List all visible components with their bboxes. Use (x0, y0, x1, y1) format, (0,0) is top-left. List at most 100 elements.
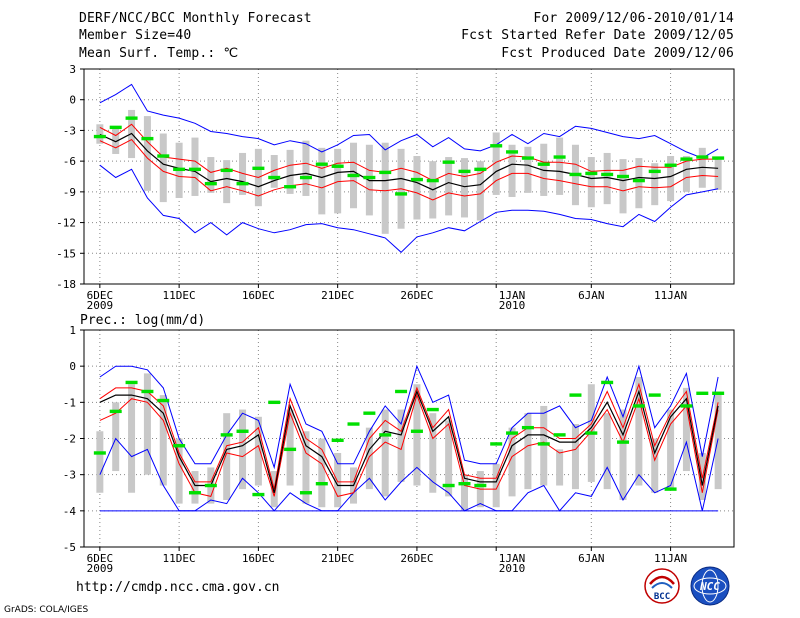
ensemble-box (540, 405, 548, 486)
ensemble-box (492, 463, 500, 508)
observed-marker (426, 178, 439, 183)
ensemble-box (143, 373, 151, 475)
ncc-logo-text: NCC (699, 580, 720, 593)
observed-marker (220, 433, 233, 437)
observed-marker (252, 166, 265, 171)
x-tick-label: 21DEC (321, 552, 354, 565)
series-min-line (99, 437, 719, 512)
ensemble-box (667, 156, 675, 202)
observed-marker (680, 404, 693, 408)
ensemble-box (445, 157, 453, 216)
ensemble-box (651, 163, 659, 206)
ensemble-box (175, 438, 183, 504)
series-min-line (99, 164, 719, 253)
observed-marker (521, 425, 534, 430)
member-size-label: Member Size=40 (79, 28, 192, 43)
bcc-logo: BCC (644, 568, 680, 604)
ensemble-box (682, 156, 690, 192)
y-tick-label: -12 (56, 217, 76, 230)
observed-marker (506, 150, 519, 154)
series-lower-line (99, 138, 719, 201)
observed-marker (173, 167, 186, 172)
ensemble-box (603, 152, 611, 205)
ensemble-box (381, 142, 389, 234)
ensemble-box (619, 159, 627, 214)
ensemble-box (603, 413, 611, 490)
observed-marker (617, 440, 630, 444)
x-tick-label: 16DEC (242, 289, 275, 302)
ensemble-box (143, 116, 151, 191)
observed-marker (125, 116, 138, 120)
observed-marker (347, 422, 360, 426)
y-tick-label: 0 (69, 94, 76, 107)
y-tick-label: -2 (63, 433, 76, 446)
y-tick-label: -3 (63, 124, 76, 137)
x-tick-label: 1JAN (499, 552, 526, 565)
observed-marker (585, 171, 598, 176)
observed-marker (712, 156, 725, 160)
ensemble-box (714, 157, 722, 190)
observed-marker (537, 442, 550, 446)
observed-marker (680, 157, 693, 161)
series-upper-line (99, 382, 719, 490)
panel-title: Prec.: log(mm/d) (80, 313, 205, 328)
observed-marker (109, 125, 122, 130)
ensemble-box (286, 409, 294, 486)
y-tick-label: -6 (63, 155, 76, 168)
observed-marker (157, 154, 170, 158)
x-tick-label: 11JAN (654, 552, 687, 565)
x-tick-label: 6JAN (578, 552, 605, 565)
x-year-label: 2009 (87, 299, 114, 312)
x-year-label: 2010 (499, 299, 526, 312)
observed-marker (553, 433, 566, 437)
ensemble-box (223, 413, 231, 500)
ensemble-box (239, 409, 247, 490)
ensemble-box (239, 152, 247, 195)
observed-marker (601, 380, 614, 385)
ensemble-box (413, 156, 421, 220)
ensemble-box (587, 157, 595, 208)
ensemble-box (302, 140, 310, 196)
observed-marker (664, 163, 677, 167)
observed-marker (696, 391, 709, 395)
observed-marker (93, 451, 106, 455)
observed-marker (553, 155, 566, 159)
ensemble-box (556, 449, 564, 486)
observed-marker (252, 492, 265, 497)
observed-marker (109, 409, 122, 414)
observed-marker (204, 483, 217, 488)
x-year-label: 2010 (499, 562, 526, 575)
x-tick-label: 21DEC (321, 289, 354, 302)
observed-marker (506, 431, 519, 435)
source-url[interactable]: http://cmdp.ncc.cma.gov.cn (76, 580, 280, 595)
ensemble-box (508, 144, 516, 197)
y-tick-label: -15 (56, 247, 76, 260)
observed-marker (490, 144, 503, 148)
observed-marker (347, 173, 360, 178)
ncc-logo: NCC (690, 566, 730, 606)
observed-marker (204, 181, 217, 186)
ensemble-box (159, 133, 167, 203)
ensemble-box (207, 157, 215, 193)
forecast-period: For 2009/12/06-2010/01/14 (533, 11, 734, 26)
y-tick-label: -1 (63, 396, 76, 409)
observed-marker (157, 398, 170, 403)
ensemble-box (96, 431, 104, 493)
ensemble-box (286, 149, 294, 194)
observed-marker (331, 164, 344, 168)
observed-marker (236, 429, 249, 433)
observed-marker (569, 393, 582, 397)
ensemble-box (397, 409, 405, 482)
x-tick-label: 1JAN (499, 289, 526, 302)
series-upper-line (99, 123, 719, 182)
ensemble-box (445, 420, 453, 497)
ensemble-box (556, 137, 564, 195)
series-mean-line (99, 132, 719, 191)
x-tick-label: 11DEC (163, 289, 196, 302)
observed-marker (236, 181, 249, 186)
ensemble-box (460, 158, 468, 218)
observed-marker (268, 400, 281, 405)
temperature-frame (83, 68, 735, 285)
ensemble-box (429, 413, 437, 493)
observed-marker (379, 170, 392, 175)
